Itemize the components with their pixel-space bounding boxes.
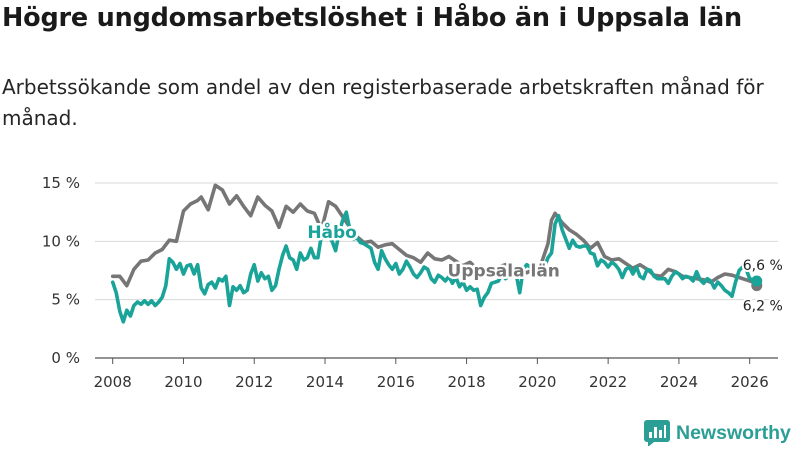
series-end-point-habo (751, 275, 763, 287)
x-tick-label: 2008 (94, 373, 132, 391)
chart-title: Högre ungdomsarbetslöshet i Håbo än i Up… (2, 3, 742, 33)
newsworthy-logo-icon (644, 420, 670, 446)
series-label-habo: Håbo (307, 221, 357, 243)
brand-logo: Newsworthy (644, 418, 791, 448)
end-value-label-uppsala: 6,2 % (743, 299, 783, 315)
x-tick-label: 2018 (447, 373, 485, 391)
y-tick-label: 10 % (42, 232, 80, 250)
x-tick-label: 2020 (518, 373, 556, 391)
end-value-label-habo: 6,6 % (743, 258, 783, 274)
x-tick-label: 2026 (731, 373, 769, 391)
x-tick-label: 2012 (235, 373, 273, 391)
x-tick-label: 2016 (377, 373, 415, 391)
y-tick-label: 0 % (51, 349, 80, 367)
chart-subtitle: Arbetssökande som andel av den registerb… (2, 75, 764, 130)
brand-name: Newsworthy (676, 421, 791, 444)
y-tick-label: 15 % (42, 174, 80, 192)
series-line-uppsala (110, 183, 759, 288)
x-tick-label: 2014 (306, 373, 344, 391)
series-label-uppsala: Uppsala län (448, 262, 560, 282)
y-tick-label: 5 % (51, 291, 80, 309)
series-line-habo (110, 210, 759, 324)
x-tick-label: 2010 (164, 373, 202, 391)
x-tick-label: 2022 (589, 373, 627, 391)
x-tick-label: 2024 (660, 373, 698, 391)
